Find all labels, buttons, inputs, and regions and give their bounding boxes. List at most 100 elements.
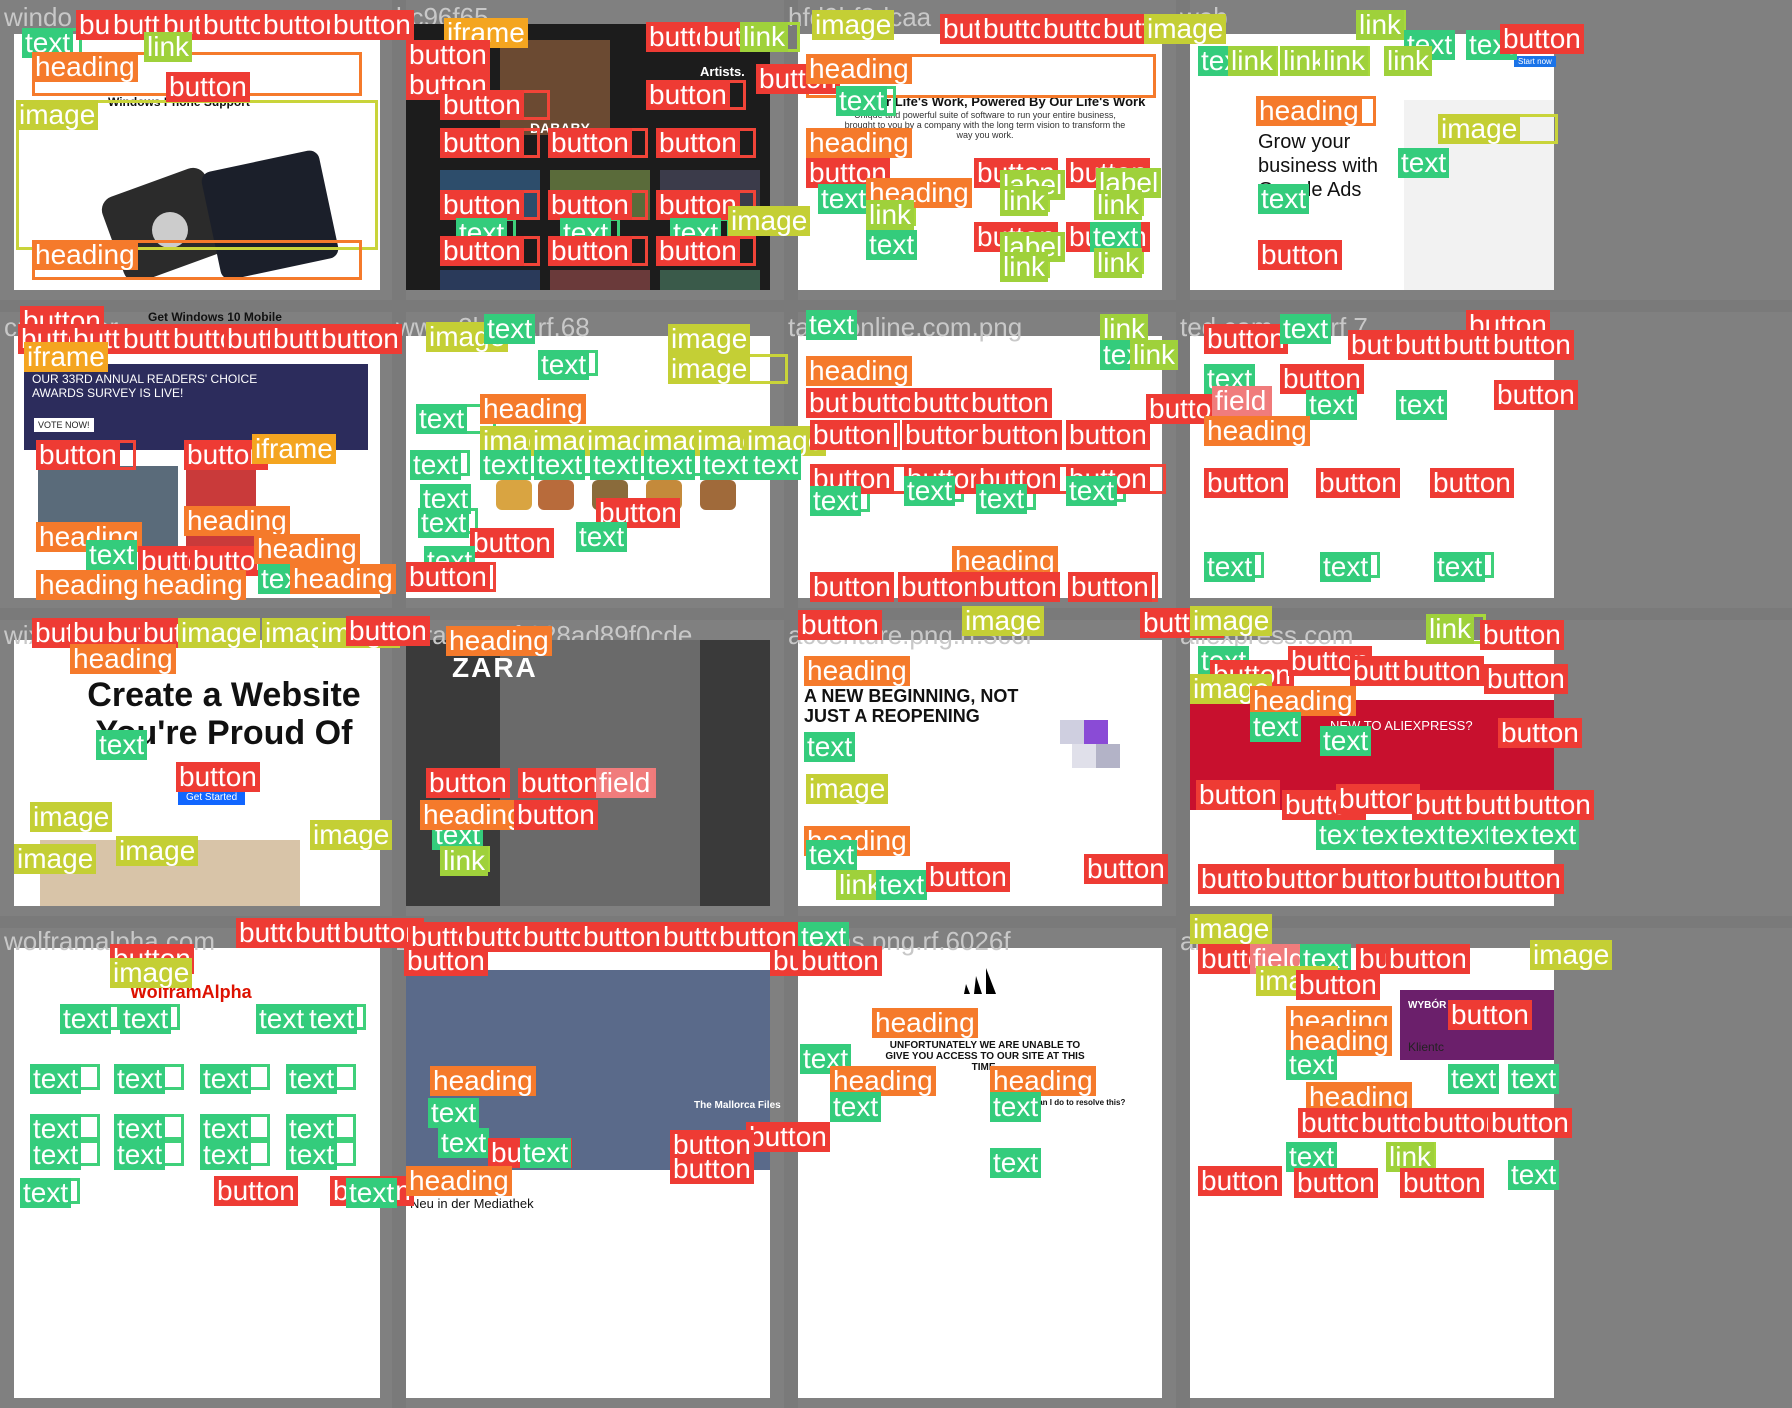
start-now-button[interactable]: Start now	[1514, 56, 1556, 67]
image-annotation-tag: image	[1144, 14, 1227, 44]
promo-text: Klientc	[1408, 1040, 1445, 1054]
button-annotation-tag: button	[518, 768, 602, 798]
button-annotation-tag: button	[36, 440, 120, 470]
thumbnail-image	[440, 270, 540, 290]
image-annotation-tag: image	[116, 836, 199, 866]
text-annotation-tag: text	[200, 1064, 252, 1094]
button-annotation-tag: button	[1386, 944, 1470, 974]
image-annotation-tag: image	[16, 100, 99, 130]
heading-annotation-tag: heading	[804, 656, 910, 686]
page-subtitle: Get Windows 10 Mobile	[148, 310, 282, 324]
link-annotation-tag: link	[1094, 190, 1143, 220]
text-annotation-tag: text	[438, 1128, 490, 1158]
button-annotation-tag: button	[1490, 330, 1574, 360]
link-annotation-tag: link	[1130, 340, 1179, 370]
link-annotation-tag: link	[1094, 248, 1143, 278]
heading-annotation-tag: heading	[32, 240, 138, 270]
button-annotation-tag: button	[746, 1122, 830, 1152]
button-annotation-tag: button	[470, 528, 554, 558]
vote-now-button[interactable]: VOTE NOW!	[34, 418, 94, 432]
text-annotation-tag: text	[410, 450, 462, 480]
link-annotation-tag: link	[144, 32, 193, 62]
button-annotation-tag: button	[978, 420, 1062, 450]
adidas-icon	[964, 968, 996, 994]
button-annotation-tag: button	[1294, 1168, 1378, 1198]
button-annotation-tag: button	[580, 922, 664, 952]
button-annotation-tag: button	[440, 190, 524, 220]
text-annotation-tag: text	[30, 1140, 82, 1170]
heading-annotation-tag: heading	[1204, 416, 1310, 446]
text-annotation-tag: text	[20, 1178, 72, 1208]
link-annotation-tag: link	[1386, 1142, 1435, 1172]
heading-annotation-tag: heading	[866, 178, 972, 208]
text-annotation-tag: text	[306, 1004, 358, 1034]
button-annotation-tag: button	[1280, 364, 1364, 394]
link-annotation-tag: link	[1384, 46, 1433, 76]
heading-annotation-tag: heading	[1250, 686, 1356, 716]
cubes-image	[1040, 690, 1140, 790]
button-annotation-tag: button	[166, 72, 250, 102]
button-annotation-tag: button	[318, 324, 402, 354]
food-image	[538, 480, 574, 510]
button-annotation-tag: button	[176, 762, 260, 792]
text-annotation-tag: text	[346, 1178, 398, 1208]
tile-filename: windo	[4, 2, 72, 32]
grid-gutter	[784, 0, 798, 1408]
brand-logo: ZARA	[452, 652, 538, 683]
button-annotation-tag: button	[406, 562, 490, 592]
text-annotation-tag: text	[480, 450, 532, 480]
text-annotation-tag: text	[420, 484, 472, 514]
text-annotation-tag: text	[520, 1138, 572, 1168]
get-started-button[interactable]: Get Started	[178, 790, 246, 805]
button-annotation-tag: button	[902, 420, 986, 450]
text-annotation-tag: text	[810, 486, 862, 516]
text-annotation-tag: text	[1508, 1160, 1560, 1190]
button-annotation-tag: button	[1400, 1168, 1484, 1198]
heading-annotation-tag: heading	[952, 546, 1058, 576]
button-annotation-tag: button	[426, 768, 510, 798]
button-annotation-tag: button	[548, 190, 632, 220]
heading-annotation-tag: heading	[140, 570, 246, 600]
image-annotation-tag: image	[806, 774, 889, 804]
button-annotation-tag: button	[1448, 1000, 1532, 1030]
button-annotation-tag: button	[1066, 420, 1150, 450]
button-annotation-tag: button	[440, 90, 524, 120]
text-annotation-tag: text	[836, 86, 888, 116]
text-annotation-tag: text	[428, 1098, 480, 1128]
text-annotation-tag: text	[200, 1114, 252, 1144]
button-annotation-tag: button	[548, 236, 632, 266]
text-annotation-tag: text	[538, 350, 590, 380]
heading-annotation-tag: heading	[70, 644, 176, 674]
button-annotation-tag: button	[404, 946, 488, 976]
text-annotation-tag: text	[256, 1004, 308, 1034]
button-annotation-tag: button	[656, 236, 740, 266]
heading-annotation-tag: heading	[1286, 1026, 1392, 1056]
image-annotation-tag: image	[310, 820, 393, 850]
text-annotation-tag: text	[1396, 390, 1448, 420]
button-annotation-tag: button	[1084, 854, 1168, 884]
button-annotation-tag: button	[214, 1176, 298, 1206]
heading-annotation-tag: heading	[406, 1166, 512, 1196]
text-annotation-tag: text	[1434, 552, 1486, 582]
thumbnail-image	[550, 270, 650, 290]
button-annotation-tag: button	[1196, 780, 1280, 810]
button-annotation-tag: button	[1198, 1166, 1282, 1196]
text-annotation-tag: text	[60, 1004, 112, 1034]
image-annotation-tag: image	[1438, 114, 1521, 144]
button-annotation-tag: button	[1204, 468, 1288, 498]
text-annotation-tag: text	[1320, 726, 1372, 756]
button-annotation-tag: button	[968, 388, 1052, 418]
text-annotation-tag: text	[416, 404, 468, 434]
button-annotation-tag: button	[1488, 1108, 1572, 1138]
text-annotation-tag: text	[120, 1004, 172, 1034]
text-annotation-tag: text	[96, 730, 148, 760]
image-annotation-tag: image	[178, 618, 261, 648]
button-annotation-tag: button	[798, 610, 882, 640]
heading-annotation-tag: heading	[1306, 1082, 1412, 1112]
button-annotation-tag: button	[1068, 572, 1152, 602]
heading-annotation-tag: heading	[420, 800, 526, 830]
text-annotation-tag: text	[1528, 820, 1580, 850]
text-annotation-tag: text	[866, 230, 918, 260]
text-annotation-tag: text	[114, 1114, 166, 1144]
